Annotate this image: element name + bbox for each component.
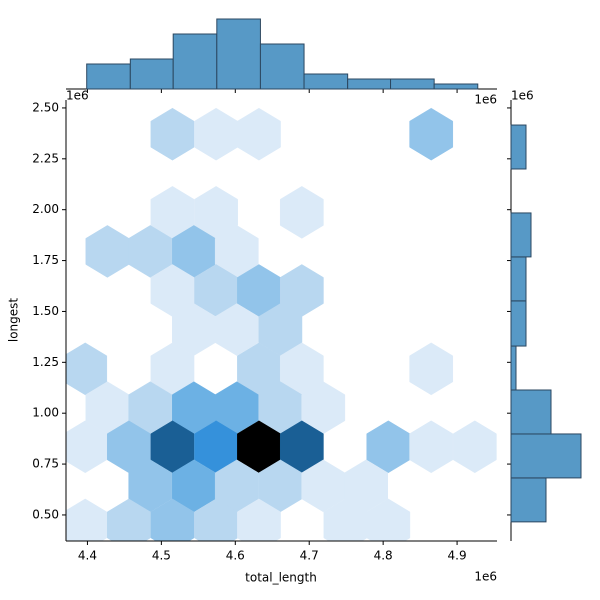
right-hist-bar bbox=[510, 477, 547, 523]
right-hist-bar bbox=[510, 345, 517, 391]
y-tick-label: 1.25 bbox=[32, 355, 59, 369]
hexbin bbox=[66, 342, 108, 396]
y-tick-label: 1.00 bbox=[32, 406, 59, 420]
hexbin bbox=[214, 303, 259, 356]
hexbin bbox=[366, 498, 411, 541]
hexbin bbox=[150, 107, 195, 161]
hexbin bbox=[409, 342, 454, 396]
right-hist-bar bbox=[510, 433, 582, 479]
y-tick-label: 0.50 bbox=[32, 507, 59, 521]
right-hist-bar bbox=[510, 124, 527, 170]
x-tick-label: 4.5 bbox=[152, 549, 171, 563]
hexbin bbox=[279, 186, 324, 239]
x-axis-label: total_length bbox=[245, 571, 317, 585]
hexbin bbox=[452, 420, 497, 474]
right-hist-bar bbox=[510, 300, 527, 347]
top-hist-bar bbox=[172, 33, 218, 90]
y-offset-label: 1e6 bbox=[66, 89, 89, 103]
top-hist-bar bbox=[390, 78, 435, 90]
hexbin bbox=[237, 107, 281, 161]
hexbin-layer bbox=[66, 107, 497, 541]
top-hist-bar bbox=[303, 73, 349, 90]
right-hist-offset-label: 1e6 bbox=[511, 89, 534, 103]
hexbin bbox=[409, 107, 454, 161]
x-tick-label: 4.4 bbox=[78, 549, 97, 563]
hexbin bbox=[237, 498, 281, 541]
top-hist-bar bbox=[259, 43, 305, 90]
right-hist-bar bbox=[510, 256, 527, 302]
top-hist-bar bbox=[347, 78, 392, 90]
x-offset-label: 1e6 bbox=[474, 570, 497, 584]
hexbin bbox=[194, 107, 238, 161]
hexbin bbox=[66, 498, 108, 541]
top-hist-bar bbox=[433, 83, 479, 90]
top-hist-bar bbox=[216, 18, 261, 90]
y-tick-label: 1.75 bbox=[32, 253, 59, 267]
hexbin bbox=[85, 225, 130, 278]
y-tick-label: 0.75 bbox=[32, 457, 59, 471]
top-hist-bar bbox=[86, 63, 131, 90]
hexbin bbox=[128, 225, 173, 278]
right-hist-bar bbox=[510, 212, 532, 258]
x-tick-label: 4.6 bbox=[226, 549, 245, 563]
y-tick-label: 2.25 bbox=[32, 151, 59, 165]
y-axis-label: longest bbox=[7, 298, 21, 343]
x-tick-label: 4.8 bbox=[374, 549, 393, 563]
hexbin bbox=[106, 498, 151, 541]
y-tick-label: 2.00 bbox=[32, 202, 59, 216]
y-tick-label: 1.50 bbox=[32, 304, 59, 318]
top-hist-offset-label: 1e6 bbox=[474, 93, 497, 107]
top-hist-bar bbox=[129, 58, 174, 90]
y-tick-label: 2.50 bbox=[32, 100, 59, 114]
hexbin bbox=[409, 420, 454, 474]
hexbin bbox=[66, 420, 108, 474]
hexbin bbox=[150, 498, 195, 541]
x-tick-label: 4.9 bbox=[448, 549, 467, 563]
right-hist-bar bbox=[510, 389, 552, 435]
x-tick-label: 4.7 bbox=[300, 549, 319, 563]
